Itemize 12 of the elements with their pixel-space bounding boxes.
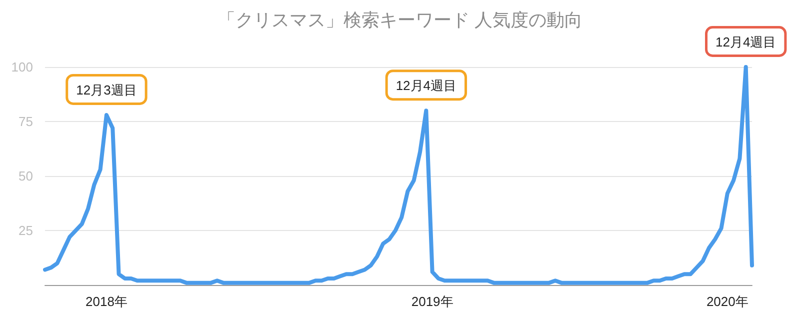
y-tick-label: 25 [18, 223, 33, 238]
y-tick-label: 50 [18, 168, 33, 184]
x-tick-label: 2020年 [706, 294, 748, 309]
line-series [43, 65, 754, 285]
chart-title: 「クリスマス」検索キーワード 人気度の動向 [217, 10, 583, 30]
x-tick-label: 2019年 [411, 294, 454, 309]
y-tick-label: 75 [18, 114, 33, 129]
annotation: 12月4週目 [716, 34, 776, 50]
y-tick-label: 100 [11, 60, 33, 74]
annotation: 12月3週目 [76, 82, 137, 98]
annotation: 12月4週目 [396, 78, 457, 94]
x-tick-label: 2018年 [86, 294, 128, 309]
